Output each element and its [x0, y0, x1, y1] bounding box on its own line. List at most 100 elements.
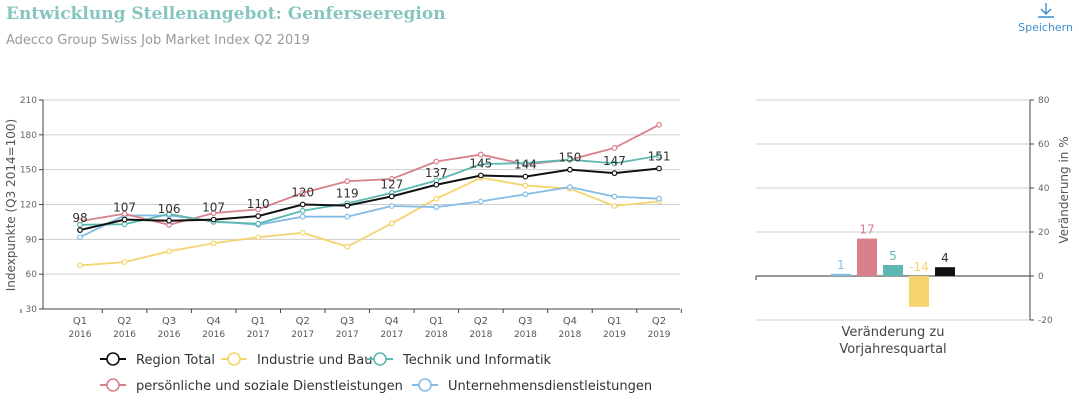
point-pers-nliche-und-soziale-dienstleistungen[interactable]: [210, 210, 217, 216]
point-technik-und-informatik[interactable]: [299, 207, 306, 214]
point-unternehmensdienstleistungen[interactable]: [299, 213, 306, 220]
data-label: 145: [469, 156, 492, 170]
x-tick-label: Q4: [563, 316, 577, 327]
data-label: 137: [425, 166, 448, 180]
point-technik-und-informatik[interactable]: [77, 221, 83, 228]
point-unternehmensdienstleistungen[interactable]: [611, 193, 618, 200]
bar[interactable]: [857, 238, 877, 276]
x-tick-label: Q3: [162, 316, 176, 327]
legend-marker[interactable]: [106, 352, 120, 366]
point-pers-nliche-und-soziale-dienstleistungen[interactable]: [611, 145, 618, 151]
point-region-total[interactable]: [567, 166, 573, 173]
point-technik-und-informatik[interactable]: [477, 161, 484, 167]
legend-label[interactable]: persönliche und soziale Dienstleistungen: [136, 379, 403, 394]
point-technik-und-informatik[interactable]: [656, 152, 662, 159]
point-unternehmensdienstleistungen[interactable]: [388, 203, 395, 209]
point-pers-nliche-und-soziale-dienstleistungen[interactable]: [433, 158, 440, 165]
point-industrie-und-bau[interactable]: [255, 234, 262, 241]
point-industrie-und-bau[interactable]: [522, 182, 529, 189]
x-tick-label-year: 2018: [469, 330, 492, 340]
point-unternehmensdienstleistungen[interactable]: [477, 198, 484, 205]
point-region-total[interactable]: [121, 216, 128, 223]
y-tick-label: 0: [1038, 272, 1044, 282]
point-pers-nliche-und-soziale-dienstleistungen[interactable]: [477, 151, 484, 158]
x-tick-label: Q2: [296, 316, 310, 327]
point-unternehmensdienstleistungen[interactable]: [656, 195, 662, 202]
point-industrie-und-bau[interactable]: [344, 243, 351, 250]
point-pers-nliche-und-soziale-dienstleistungen[interactable]: [255, 206, 262, 213]
legend-marker[interactable]: [373, 352, 387, 366]
x-tick-label-year: 2017: [291, 330, 314, 340]
x-tick-label-year: 2016: [113, 330, 136, 340]
point-industrie-und-bau[interactable]: [433, 195, 440, 202]
point-region-total[interactable]: [388, 193, 395, 200]
bar-label: 17: [859, 223, 874, 237]
legend-marker[interactable]: [418, 378, 432, 392]
point-region-total[interactable]: [299, 201, 306, 208]
point-region-total[interactable]: [433, 181, 440, 188]
chart-title: Entwicklung Stellenangebot: Genferseereg…: [6, 4, 446, 24]
y-tick-label: 20: [1038, 228, 1050, 238]
bar-label: 1: [837, 258, 845, 272]
y-tick-label: 80: [1038, 96, 1050, 106]
point-pers-nliche-und-soziale-dienstleistungen[interactable]: [656, 121, 662, 128]
point-industrie-und-bau[interactable]: [299, 229, 306, 236]
x-tick-label-year: 2019: [648, 330, 671, 340]
point-region-total[interactable]: [344, 202, 351, 209]
x-tick-label: Q3: [340, 316, 354, 327]
point-industrie-und-bau[interactable]: [210, 240, 217, 247]
bar[interactable]: [831, 273, 851, 276]
point-unternehmensdienstleistungen[interactable]: [77, 234, 83, 241]
bar[interactable]: [909, 276, 929, 307]
legend-label[interactable]: Industrie und Bau: [257, 353, 373, 368]
point-technik-und-informatik[interactable]: [166, 211, 172, 217]
point-region-total[interactable]: [255, 213, 262, 220]
legend-label[interactable]: Technik und Informatik: [402, 353, 552, 368]
bar[interactable]: [935, 267, 955, 276]
y-tick-label: 90: [26, 235, 38, 245]
legend-label[interactable]: Region Total: [136, 353, 215, 368]
bar-label: 4: [941, 251, 949, 265]
point-pers-nliche-und-soziale-dienstleistungen[interactable]: [299, 189, 306, 196]
legend-marker[interactable]: [227, 352, 241, 366]
point-industrie-und-bau[interactable]: [611, 203, 618, 209]
point-unternehmensdienstleistungen[interactable]: [567, 184, 573, 190]
point-region-total[interactable]: [477, 172, 484, 179]
point-industrie-und-bau[interactable]: [77, 262, 83, 269]
legend-label[interactable]: Unternehmensdienstleistungen: [448, 379, 652, 394]
point-technik-und-informatik[interactable]: [611, 160, 618, 167]
point-technik-und-informatik[interactable]: [522, 160, 529, 166]
point-unternehmensdienstleistungen[interactable]: [522, 191, 529, 198]
data-label: 107: [113, 201, 136, 215]
y-tick-label: 60: [26, 270, 38, 280]
point-unternehmensdienstleistungen[interactable]: [433, 204, 440, 210]
point-unternehmensdienstleistungen[interactable]: [344, 213, 351, 220]
line-region-total: [79, 167, 660, 232]
point-region-total[interactable]: [210, 216, 217, 223]
legend-marker[interactable]: [106, 378, 120, 392]
point-region-total[interactable]: [166, 217, 172, 224]
y-tick-label: 180: [20, 131, 37, 141]
y-tick-label: 210: [20, 96, 37, 106]
point-technik-und-informatik[interactable]: [121, 221, 128, 228]
data-label: 147: [603, 154, 626, 168]
point-pers-nliche-und-soziale-dienstleistungen[interactable]: [388, 176, 395, 182]
data-label: 119: [336, 187, 359, 201]
point-pers-nliche-und-soziale-dienstleistungen[interactable]: [121, 210, 128, 217]
point-pers-nliche-und-soziale-dienstleistungen[interactable]: [344, 178, 351, 185]
bar[interactable]: [883, 265, 903, 276]
y-tick-label: 40: [1038, 184, 1050, 194]
line-unternehmensdienstleistungen: [79, 186, 660, 239]
y-tick-label: 60: [1038, 140, 1050, 150]
point-industrie-und-bau[interactable]: [121, 259, 128, 265]
point-technik-und-informatik[interactable]: [255, 220, 262, 227]
point-industrie-und-bau[interactable]: [388, 220, 395, 227]
point-region-total[interactable]: [522, 173, 529, 180]
data-label: 98: [72, 211, 87, 225]
point-region-total[interactable]: [77, 227, 83, 233]
point-technik-und-informatik[interactable]: [567, 156, 573, 163]
save-button[interactable]: Speichern: [1018, 2, 1073, 34]
point-region-total[interactable]: [656, 165, 662, 172]
point-region-total[interactable]: [611, 170, 618, 177]
point-industrie-und-bau[interactable]: [166, 248, 172, 255]
